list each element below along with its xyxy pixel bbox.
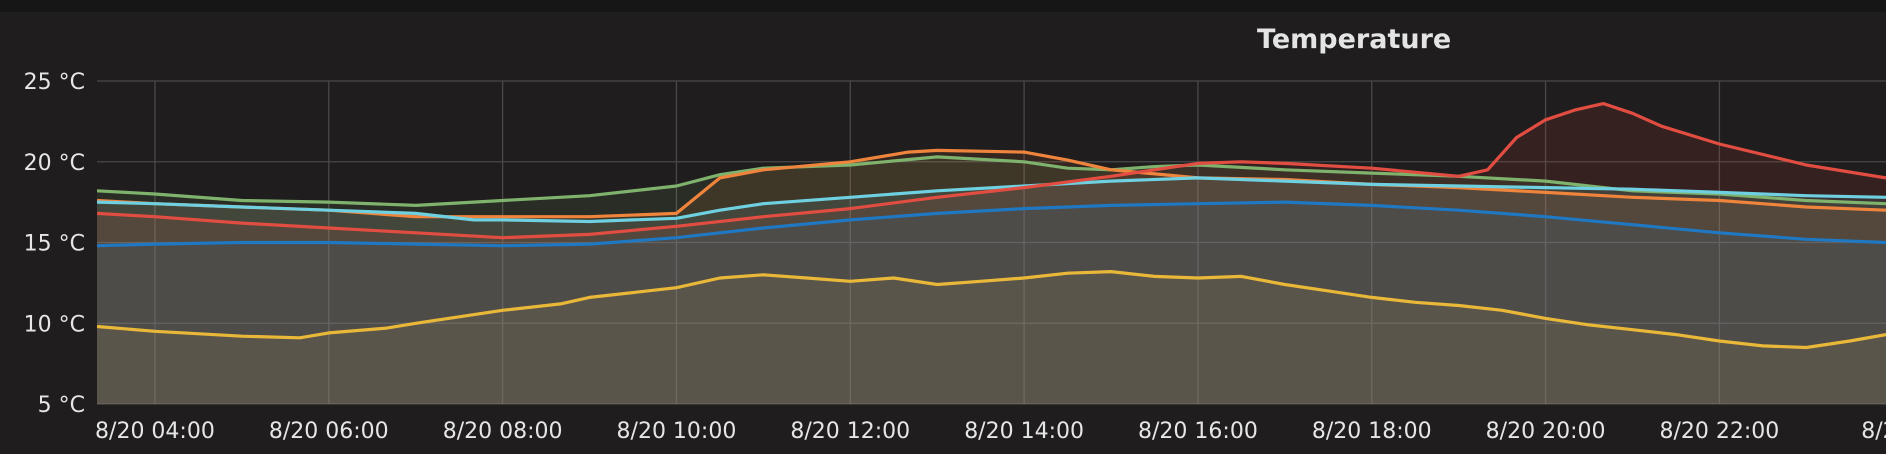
series-area-3 [97, 177, 1886, 404]
y-tick-label: 15 °C [24, 232, 85, 257]
x-axis: 8/20 04:00 8/20 06:00 8/20 08:00 8/20 10:00… [95, 419, 1886, 444]
x-tick-label: 8/20 10:00 [617, 419, 737, 444]
y-tick-label: 10 °C [24, 312, 85, 337]
series-line-4[interactable] [96, 102, 1886, 240]
series-line-2[interactable] [96, 148, 1886, 219]
series-lines [96, 102, 1886, 350]
x-tick-label: 8/2 [1861, 419, 1886, 444]
dashboard-top-bar [0, 0, 1886, 12]
series-area-2 [97, 150, 1886, 404]
series-line-0[interactable] [96, 270, 1886, 350]
series-line-1[interactable] [96, 155, 1886, 207]
y-axis: 5 °C 10 °C 15 °C 20 °C 25 °C [24, 70, 85, 418]
series-line-3[interactable] [96, 176, 1886, 224]
x-tick-label: 8/20 18:00 [1312, 419, 1432, 444]
x-tick-label: 8/20 12:00 [790, 419, 910, 444]
series-area-4 [97, 103, 1886, 404]
x-tick-label: 8/20 06:00 [269, 419, 389, 444]
x-tick-label: 8/20 22:00 [1660, 419, 1780, 444]
series-area-5 [97, 202, 1886, 404]
y-tick-label: 5 °C [38, 393, 85, 418]
x-tick-label: 8/20 04:00 [95, 419, 215, 444]
series-fills [97, 103, 1886, 404]
y-tick-label: 25 °C [24, 70, 85, 95]
x-tick-label: 8/20 20:00 [1486, 419, 1606, 444]
y-tick-label: 20 °C [24, 151, 85, 176]
series-line-5[interactable] [96, 200, 1886, 248]
x-tick-label: 8/20 14:00 [964, 419, 1084, 444]
panel-title[interactable]: Temperature [1257, 24, 1452, 55]
x-tick-label: 8/20 16:00 [1138, 419, 1258, 444]
x-tick-label: 8/20 08:00 [443, 419, 563, 444]
